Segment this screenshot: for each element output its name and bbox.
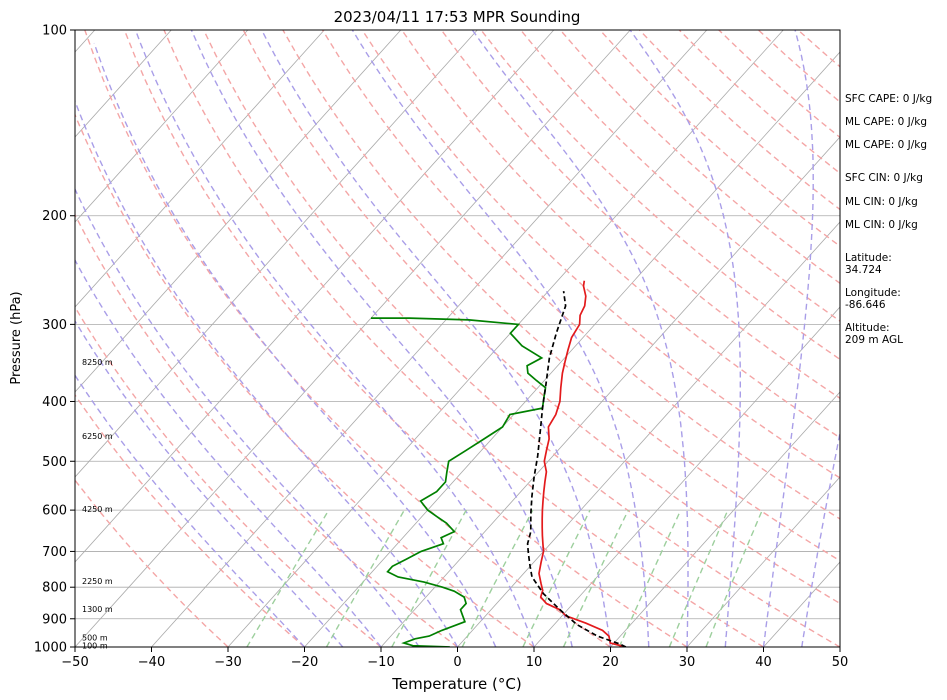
mixing-ratio-line [391,509,467,647]
sfc-cin-label: SFC CIN: 0 J/kg [845,172,923,184]
mixing-ratio-line [562,509,629,647]
mixing-ratio-line [325,509,405,647]
x-tick-label: −30 [214,655,241,670]
dry-adiabat-line [75,213,458,647]
dry-adiabat-line [520,30,840,322]
dry-adiabat-line [242,30,840,605]
dewpoint-profile [371,317,547,647]
y-tick-label: 800 [42,581,67,596]
x-tick-label: −20 [291,655,318,670]
isotherm-line [304,51,840,647]
x-tick-label: −10 [367,655,394,670]
height-label: 4250 m [82,505,113,514]
height-label: 8250 m [82,358,113,367]
ml-cin-label-1: ML CIN: 0 J/kg [845,196,918,208]
height-label: 6250 m [82,432,113,441]
y-tick-label: 300 [42,318,67,333]
dry-adiabat-line [282,30,840,562]
ml-cin-label-2: ML CIN: 0 J/kg [845,219,918,231]
isotherm-line [75,30,631,647]
ml-cape-label-1: ML CAPE: 0 J/kg [845,116,928,128]
x-tick-label: 50 [832,655,849,670]
isotherm-line [227,30,784,647]
latitude-label: Latitude: 34.724 [845,252,892,276]
moist-adiabat-line [471,30,689,647]
isotherm-line [457,221,840,647]
y-tick-label: 1000 [34,641,67,656]
y-tick-label: 400 [42,395,67,410]
isotherm-line [151,30,708,647]
dry-adiabat-line [559,30,840,285]
dry-adiabat-line [75,479,229,647]
plot-frame [74,29,841,648]
x-tick-label: 0 [453,655,461,670]
mixing-ratio-line [618,509,682,647]
y-tick-label: 700 [42,545,67,560]
y-tick-label: 100 [42,24,67,39]
dry-adiabat-line [75,305,382,647]
x-tick-label: −40 [138,655,165,670]
x-tick-label: 40 [755,655,772,670]
moist-adiabat-line [134,30,535,647]
moist-adiabat-line [629,30,741,647]
isotherm-line [75,30,172,138]
y-axis-label: Pressure (hPa) [9,291,24,384]
altitude-label: Altitude: 209 m AGL [845,322,903,346]
moist-adiabat-line [75,374,306,647]
temperature-profile [538,280,627,647]
moist-adiabat-line [75,187,420,647]
y-tick-label: 600 [42,504,67,519]
height-label: 500 m [82,633,108,642]
parcel-path [526,290,627,647]
isotherm-line [533,306,840,647]
x-tick-label: 20 [602,655,619,670]
moist-adiabat-line [762,30,814,647]
y-tick-label: 200 [42,209,67,224]
y-tick-label: 900 [42,612,67,627]
height-label: 100 m [82,642,108,651]
dry-adiabat-line [321,30,840,520]
sfc-cape-label: SFC CAPE: 0 J/kg [845,93,933,105]
isotherm-line [610,391,840,647]
moist-adiabat-line [261,30,612,647]
mixing-ratio-line [705,509,763,647]
moist-adiabat-line [93,42,497,647]
moist-adiabat-line [75,319,344,647]
isotherm-line [75,30,402,393]
moist-adiabat-line [75,258,382,647]
x-tick-label: 10 [526,655,543,670]
dry-adiabat-line [163,30,764,647]
isotherm-line [75,30,249,223]
mixing-ratio-line [668,509,729,647]
moist-adiabat-line [801,428,840,647]
y-tick-label: 500 [42,455,67,470]
isotherm-line [686,476,840,647]
ml-cape-label-2: ML CAPE: 0 J/kg [845,139,928,151]
mixing-ratio-line [461,509,534,647]
x-tick-label: −50 [61,655,88,670]
dry-adiabat-line [480,30,840,361]
isotherm-line [75,30,555,563]
dry-adiabat-line [203,30,840,647]
mixing-ratio-line [246,509,330,647]
isotherm-line [75,30,325,308]
moist-adiabat-line [351,30,650,647]
height-label: 1300 m [82,605,113,614]
dry-adiabat-line [84,30,611,647]
isotherm-line [380,136,840,647]
dry-adiabat-line [75,112,535,647]
isotherm-line [75,30,478,478]
height-label: 2250 m [82,577,113,586]
moist-adiabat-line [75,99,459,647]
longitude-label: Longitude: -86.646 [845,287,901,311]
dry-adiabat-line [123,30,688,647]
dry-adiabat-line [75,393,305,647]
mixing-ratio-line [522,509,591,647]
x-tick-label: 30 [679,655,696,670]
chart-title: 2023/04/11 17:53 MPR Sounding [334,8,581,26]
moist-adiabat-line [190,30,573,647]
x-axis-label: Temperature (°C) [391,675,521,693]
